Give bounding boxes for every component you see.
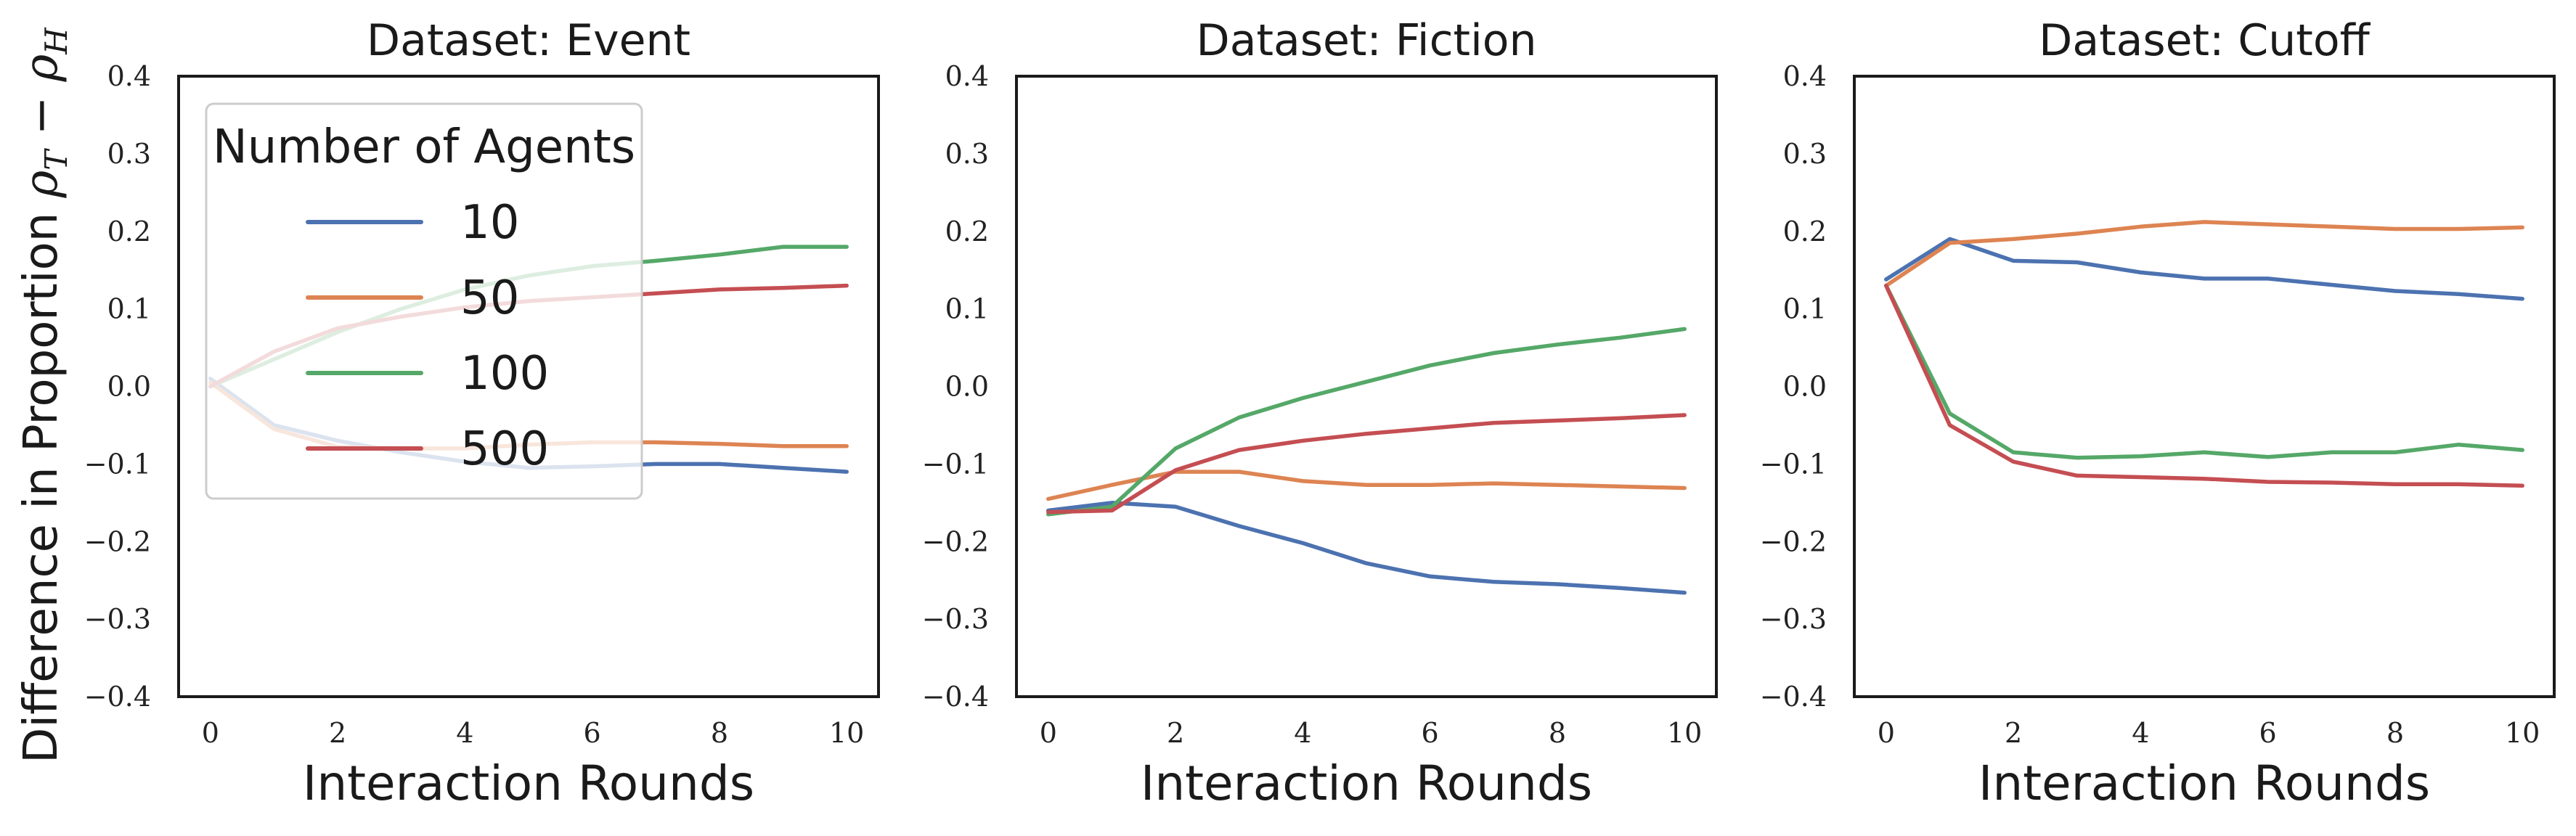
y-tick-label: 0.0 (1783, 371, 1827, 403)
y-tick-label: 0.2 (945, 216, 989, 247)
x-tick-label: 10 (1667, 717, 1702, 749)
y-tick-label: 0.0 (945, 371, 989, 403)
series-line-500 (1046, 413, 1687, 515)
y-tick-label: 0.2 (1783, 216, 1827, 247)
x-axis-label: Interaction Rounds (1978, 755, 2430, 811)
series-line-10 (1046, 501, 1687, 595)
series-line-10 (1884, 237, 2524, 301)
chart-title: Dataset: Event (367, 15, 690, 66)
chart-panel-2: Dataset: Fiction 0.4 0.3 0.2 0.1 0.0 −0.1 −0.2 −… (922, 15, 1718, 811)
x-tick-label: 6 (1422, 717, 1439, 749)
x-tick-label: 4 (456, 717, 473, 749)
y-axis-label: Difference in Proportion ρT − ρH (15, 27, 74, 763)
y-tick-label: −0.4 (1760, 681, 1827, 713)
x-tick-label: 2 (1167, 717, 1184, 749)
y-tick-label: −0.2 (1760, 525, 1827, 557)
plot-frame (1015, 75, 1718, 698)
y-tick-label: −0.1 (1760, 448, 1827, 480)
y-tick-label: −0.1 (84, 448, 151, 480)
series-line-50 (1046, 470, 1687, 501)
x-tick-label: 8 (711, 717, 728, 749)
x-tick-label: 2 (2005, 717, 2022, 749)
legend-label-500: 500 (460, 422, 549, 476)
x-tick-label: 0 (1878, 717, 1895, 749)
chart-title: Dataset: Fiction (1197, 15, 1537, 66)
y-tick-label: 0.1 (1783, 293, 1827, 325)
y-tick-label: 0.1 (107, 293, 151, 325)
legend-title: Number of Agents (213, 120, 635, 174)
x-tick-label: 4 (1294, 717, 1311, 749)
legend-box (205, 102, 643, 500)
y-tick-label: −0.3 (922, 603, 989, 635)
x-axis-label: Interaction Rounds (303, 755, 754, 811)
legend-label-50: 50 (460, 271, 519, 325)
x-tick-label: 10 (2505, 717, 2540, 749)
y-tick-label: −0.4 (922, 681, 989, 713)
chart-title: Dataset: Cutoff (2039, 15, 2371, 66)
y-tick-label: −0.4 (84, 681, 151, 713)
y-tick-label: 0.3 (107, 138, 151, 170)
y-tick-label: 0.3 (1783, 138, 1827, 170)
x-tick-label: 2 (329, 717, 346, 749)
series-line-100 (1884, 283, 2524, 460)
x-tick-label: 6 (2259, 717, 2277, 749)
x-tick-label: 6 (584, 717, 601, 749)
chart-panel-3: Dataset: Cutoff 0.4 0.3 0.2 0.1 0.0 −0.1 −0.2 −0… (1760, 15, 2556, 811)
y-tick-label: 0.1 (945, 293, 989, 325)
x-axis-label: Interaction Rounds (1141, 755, 1592, 811)
legend: Number of Agents 10 50 100 500 (205, 102, 643, 500)
plot-frame (177, 75, 880, 698)
plot-frame (1853, 75, 2556, 698)
y-tick-label: 0.3 (945, 138, 989, 170)
y-tick-label: 0.4 (945, 60, 989, 92)
y-tick-label: 0.2 (107, 216, 151, 247)
x-tick-label: 8 (1549, 717, 1566, 749)
legend-label-10: 10 (460, 196, 519, 250)
y-tick-label: −0.3 (84, 603, 151, 635)
y-tick-label: 0.0 (107, 371, 151, 403)
y-tick-label: 0.4 (107, 60, 151, 92)
series-line-100 (1046, 327, 1687, 517)
y-tick-label: −0.2 (922, 525, 989, 557)
y-tick-label: −0.2 (84, 525, 151, 557)
y-tick-label: −0.3 (1760, 603, 1827, 635)
x-tick-label: 8 (2387, 717, 2404, 749)
legend-label-100: 100 (460, 347, 549, 401)
series-line-500 (1884, 283, 2524, 488)
y-tick-label: 0.4 (1783, 60, 1827, 92)
series-line-50 (1884, 220, 2524, 288)
x-tick-label: 10 (829, 717, 864, 749)
x-tick-label: 0 (202, 717, 219, 749)
x-tick-label: 0 (1040, 717, 1057, 749)
x-tick-label: 4 (2132, 717, 2149, 749)
y-tick-label: −0.1 (922, 448, 989, 480)
